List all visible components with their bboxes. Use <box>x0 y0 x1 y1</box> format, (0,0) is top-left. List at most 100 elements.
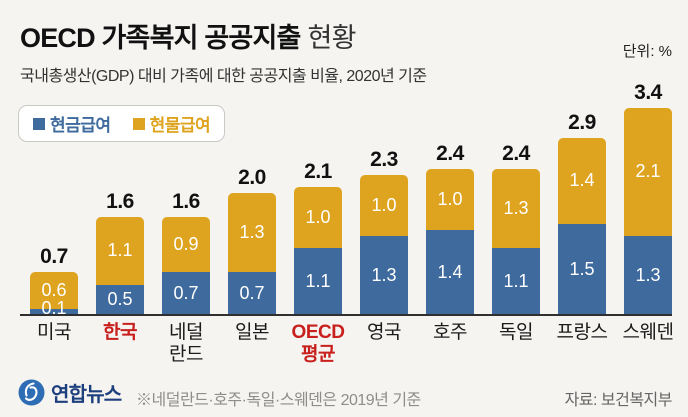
stacked-bar: 2.1 1.3 <box>624 107 672 315</box>
bar-segment-cash: 1.3 <box>624 235 672 315</box>
legend-item-label: 현물급여 <box>149 116 211 135</box>
bar-total-label: 2.3 <box>370 147 398 171</box>
bar-total-label: 2.4 <box>502 141 530 165</box>
stacked-bar: 1.4 1.5 <box>558 138 606 315</box>
stacked-bar: 1.3 0.7 <box>228 193 276 315</box>
segment-value-label: 0.7 <box>239 283 265 304</box>
bar-segment-inkind: 0.6 <box>30 272 78 309</box>
bar-segment-cash: 1.1 <box>492 247 540 315</box>
page-title-suffix: 현황 <box>307 23 357 53</box>
yonhap-logo: 연합뉴스 <box>18 378 122 407</box>
bar-segment-inkind: 1.4 <box>558 138 606 224</box>
bar-column: 3.4 2.1 1.3 <box>615 78 681 315</box>
category-label: OECD 평균 <box>291 322 345 365</box>
segment-value-label: 1.1 <box>107 240 133 261</box>
bar-total-label: 2.9 <box>568 111 596 135</box>
bar-segment-cash: 1.1 <box>294 247 342 315</box>
segment-value-label: 1.3 <box>503 197 529 218</box>
bar-column: 2.9 1.4 1.5 <box>549 78 615 315</box>
segment-value-label: 1.4 <box>569 170 595 191</box>
segment-value-label: 1.4 <box>437 261 463 282</box>
category-label: 호주 <box>433 322 467 343</box>
bar-segment-inkind: 1.3 <box>228 193 276 273</box>
segment-value-label: 0.1 <box>41 298 67 318</box>
bar-segment-cash: 0.7 <box>228 272 276 315</box>
stacked-bar: 1.1 0.5 <box>96 217 144 315</box>
legend-swatch-icon <box>132 117 145 130</box>
stacked-bar: 0.6 0.1 <box>30 272 78 317</box>
bar-total-label: 0.7 <box>40 245 68 269</box>
source-credit: 자료: 보건복지부 <box>564 392 673 409</box>
legend-item-1: 현물급여 <box>132 111 211 136</box>
bar-segment-inkind: 0.9 <box>162 217 210 273</box>
bar-column: 1.6 1.1 0.5 <box>87 78 153 315</box>
bar-column: 2.4 1.3 1.1 <box>483 78 549 315</box>
bar-segment-cash: 0.5 <box>96 284 144 315</box>
bar-segment-cash: 1.4 <box>426 229 474 315</box>
bar-segment-inkind: 1.0 <box>426 168 474 230</box>
bar-total-label: 3.4 <box>634 80 662 104</box>
stacked-bar: 0.9 0.7 <box>162 217 210 315</box>
yonhap-logo-icon <box>18 379 45 406</box>
segment-value-label: 1.1 <box>503 270 529 291</box>
segment-value-label: 0.9 <box>173 234 199 255</box>
category-label: 독일 <box>499 322 533 343</box>
stacked-bar: 1.3 1.1 <box>492 168 540 315</box>
footnote-text: ※네덜란드·호주·독일·스웨덴은 2019년 기준 <box>136 392 421 409</box>
category-label: 한국 <box>103 322 137 343</box>
page-title-main: OECD 가족복지 공공지출 <box>20 23 301 53</box>
bar-column: 2.0 1.3 0.7 <box>219 78 285 315</box>
segment-value-label: 1.1 <box>305 270 331 291</box>
category-label: 스웨덴 <box>622 322 674 343</box>
category-labels-row: 미국 한국 네덜 란드 일본 OECD 평균 영국 호주 독일 프랑스 스웨덴 <box>21 322 681 366</box>
legend-swatch-icon <box>33 117 45 130</box>
bar-segment-inkind: 1.1 <box>96 217 144 285</box>
page-title: OECD 가족복지 공공지출 현황 <box>20 16 356 55</box>
bar-segment-cash: 0.1 <box>30 299 78 317</box>
bar-column: 2.1 1.0 1.1 <box>285 78 351 315</box>
category-label: 영국 <box>367 322 401 343</box>
segment-value-label: 1.0 <box>371 194 397 215</box>
bar-segment-inkind: 2.1 <box>624 107 672 236</box>
segment-value-label: 0.5 <box>107 289 133 310</box>
bar-segment-cash: 1.3 <box>360 235 408 315</box>
yonhap-logo-text: 연합뉴스 <box>51 384 122 406</box>
segment-value-label: 0.7 <box>173 283 199 304</box>
bar-total-label: 2.4 <box>436 141 464 165</box>
bar-total-label: 2.0 <box>238 166 266 190</box>
stacked-bar: 1.0 1.4 <box>426 168 474 315</box>
bar-segment-cash: 1.5 <box>558 223 606 315</box>
bar-segment-cash: 0.7 <box>162 272 210 315</box>
segment-value-label: 1.0 <box>437 188 463 209</box>
category-label: 미국 <box>37 322 71 343</box>
x-axis-line <box>20 314 672 316</box>
chart-subtitle: 국내총생산(GDP) 대비 가족에 대한 공공지출 비율, 2020년 기준 <box>20 68 427 85</box>
bar-column: 1.6 0.9 0.7 <box>153 78 219 315</box>
bar-total-label: 2.1 <box>304 159 332 183</box>
bar-chart: 0.7 0.6 0.1 1.6 1.1 0.5 1.6 0.9 0.7 2.0 1.3 0.7 2.1 1… <box>21 78 681 317</box>
bar-segment-inkind: 1.0 <box>294 186 342 248</box>
bar-column: 2.3 1.0 1.3 <box>351 78 417 315</box>
segment-value-label: 1.3 <box>635 264 661 285</box>
legend-item-0: 현금급여 <box>33 111 111 136</box>
segment-value-label: 1.3 <box>371 264 397 285</box>
bar-total-label: 1.6 <box>172 190 200 214</box>
bar-total-label: 1.6 <box>106 190 134 214</box>
segment-value-label: 1.3 <box>239 222 265 243</box>
segment-value-label: 0.6 <box>41 280 67 301</box>
bar-segment-inkind: 1.0 <box>360 174 408 236</box>
stacked-bar: 1.0 1.1 <box>294 186 342 315</box>
bar-column: 2.4 1.0 1.4 <box>417 78 483 315</box>
segment-value-label: 1.0 <box>305 206 331 227</box>
segment-value-label: 1.5 <box>569 258 595 279</box>
unit-label: 단위: % <box>622 43 672 60</box>
category-label: 일본 <box>235 322 269 343</box>
legend-box: 현금급여 현물급여 <box>18 105 226 142</box>
legend-item-label: 현금급여 <box>50 116 111 135</box>
stacked-bar: 1.0 1.3 <box>360 174 408 315</box>
category-label: 네덜 란드 <box>169 322 203 365</box>
segment-value-label: 2.1 <box>635 161 661 182</box>
bar-segment-inkind: 1.3 <box>492 168 540 248</box>
category-label: 프랑스 <box>556 322 608 343</box>
bar-column: 0.7 0.6 0.1 <box>21 78 87 317</box>
